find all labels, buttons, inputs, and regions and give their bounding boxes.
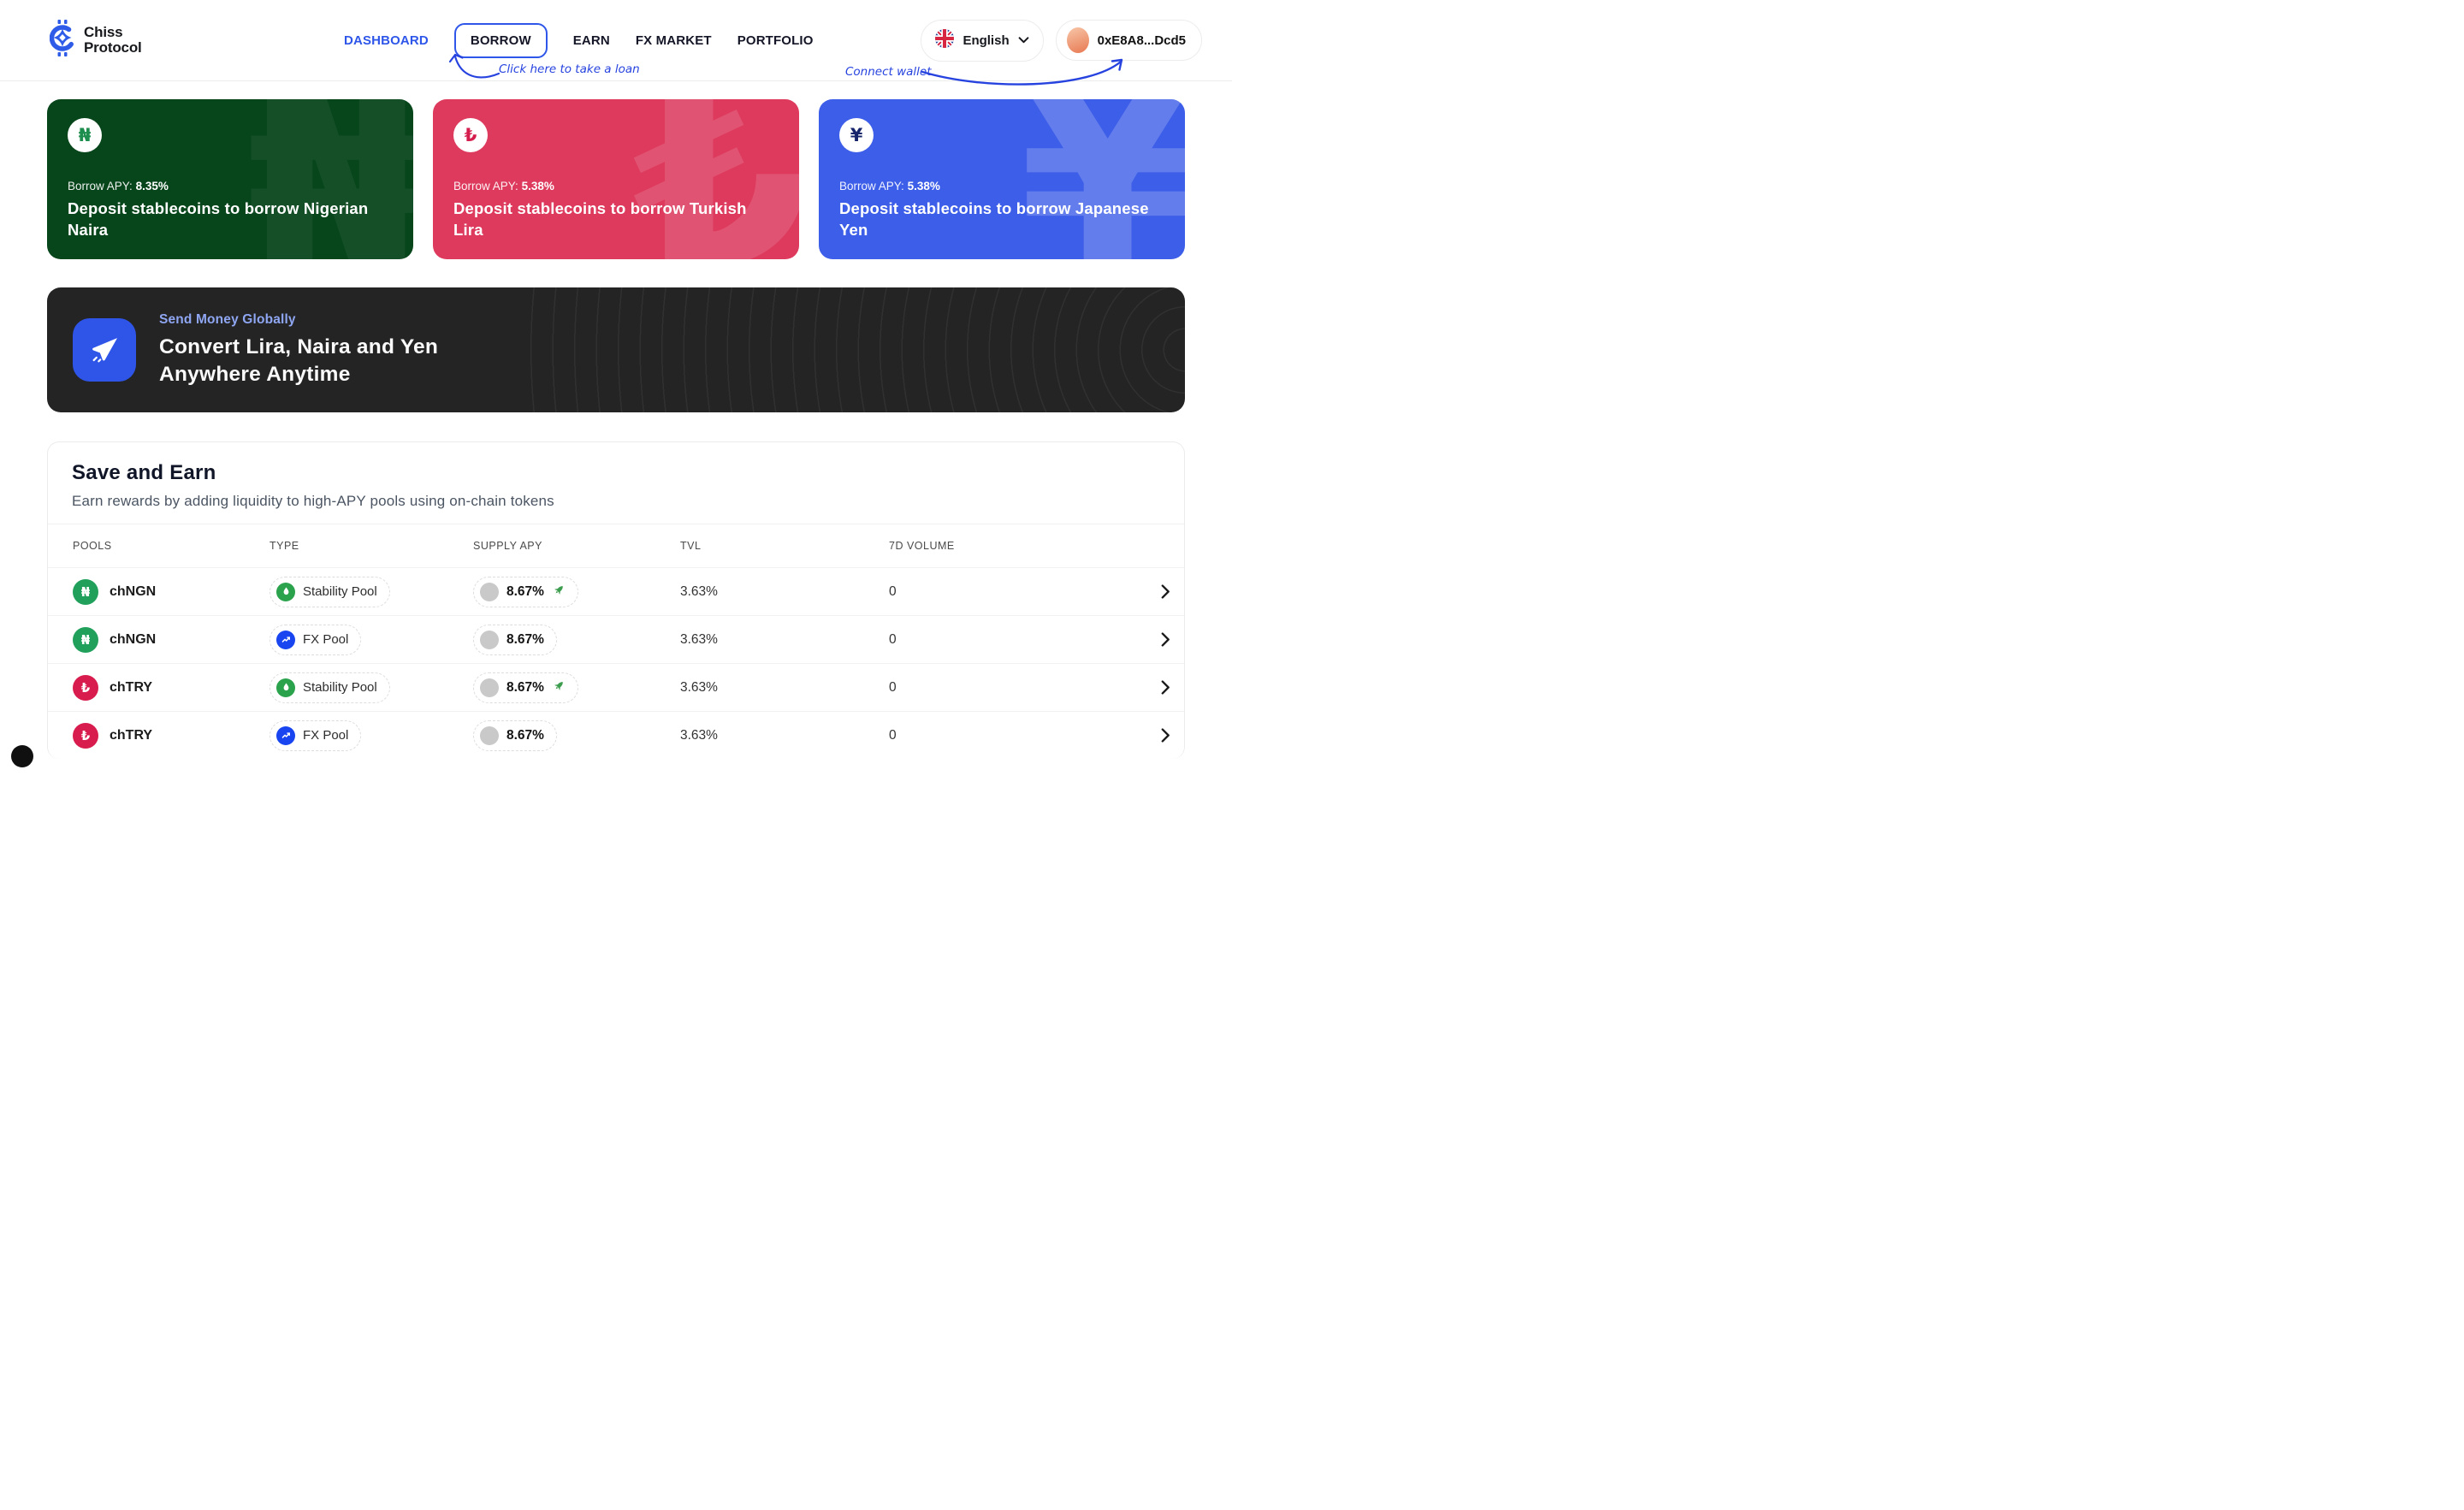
main-nav: DASHBOARD BORROW EARN FX MARKET PORTFOLI… bbox=[344, 0, 814, 81]
paper-plane-icon bbox=[73, 318, 136, 382]
borrow-promo-cards: ₦ Borrow APY: 8.35% Deposit stablecoins … bbox=[47, 99, 1185, 259]
supply-apy-badge: 8.67% bbox=[473, 576, 578, 607]
nav-dashboard[interactable]: DASHBOARD bbox=[344, 33, 429, 48]
language-label: English bbox=[962, 33, 1010, 48]
droplet-icon bbox=[276, 678, 295, 697]
supply-apy-badge: 8.67% bbox=[473, 719, 557, 751]
row-chevron-icon[interactable] bbox=[1141, 680, 1176, 695]
row-chevron-icon[interactable] bbox=[1141, 632, 1176, 647]
borrow-apy: Borrow APY: 5.38% bbox=[839, 180, 940, 192]
wallet-avatar bbox=[1066, 27, 1089, 53]
pool-type-badge: Stability Pool bbox=[270, 672, 390, 703]
pool-name: chNGN bbox=[110, 583, 157, 599]
ripple-pattern bbox=[524, 287, 1185, 412]
borrow-apy: Borrow APY: 5.38% bbox=[453, 180, 554, 192]
supply-apy-badge: 8.67% bbox=[473, 672, 578, 703]
pool-type-badge: FX Pool bbox=[270, 624, 362, 655]
volume-value: 0 bbox=[889, 679, 897, 695]
wallet-button[interactable]: 0xE8A8...Dcd5 bbox=[1055, 20, 1202, 61]
annotation-borrow-note: Click here to take a loan bbox=[499, 62, 640, 76]
brand-name: Chiss Protocol bbox=[84, 23, 142, 56]
yen-coin-icon: ¥ bbox=[839, 118, 874, 152]
col-7d-volume: 7D VOLUME bbox=[889, 540, 955, 552]
col-supply-apy: SUPPLY APY bbox=[473, 540, 542, 552]
pool-name: chTRY bbox=[110, 727, 153, 743]
borrow-card-lira[interactable]: ₺ Borrow APY: 5.38% Deposit stablecoins … bbox=[433, 99, 799, 259]
send-money-banner[interactable]: Send Money Globally Convert Lira, Naira … bbox=[47, 287, 1185, 412]
token-placeholder-icon bbox=[480, 678, 499, 697]
chat-widget[interactable] bbox=[11, 745, 33, 767]
chngn-token-icon: ₦ bbox=[73, 626, 98, 653]
nav-fx-market[interactable]: FX MARKET bbox=[635, 33, 712, 48]
tvl-value: 3.63% bbox=[680, 631, 718, 647]
token-placeholder-icon bbox=[480, 725, 499, 745]
table-row[interactable]: ₺ chTRY FX Pool 8.67% 3.63% 0 bbox=[48, 711, 1184, 759]
annotation-wallet-note: Connect wallet bbox=[845, 65, 932, 79]
naira-coin-icon: ₦ bbox=[68, 118, 102, 152]
table-row[interactable]: ₦ chNGN Stability Pool 8.67% 3.63% 0 bbox=[48, 567, 1184, 615]
nav-borrow[interactable]: BORROW bbox=[453, 23, 548, 58]
brand-logo[interactable]: Chiss Protocol bbox=[49, 20, 142, 61]
tvl-value: 3.63% bbox=[680, 583, 718, 599]
save-and-earn-section: Save and Earn Earn rewards by adding liq… bbox=[47, 441, 1185, 759]
wallet-address: 0xE8A8...Dcd5 bbox=[1097, 33, 1186, 48]
volume-value: 0 bbox=[889, 727, 897, 743]
row-chevron-icon[interactable] bbox=[1141, 728, 1176, 743]
header-actions: English 0xE8A8...Dcd5 bbox=[921, 19, 1202, 62]
borrow-card-yen[interactable]: ¥ Borrow APY: 5.38% Deposit stablecoins … bbox=[819, 99, 1185, 259]
pool-type-badge: Stability Pool bbox=[270, 576, 390, 607]
uk-flag-icon bbox=[935, 28, 955, 52]
supply-apy-badge: 8.67% bbox=[473, 624, 557, 655]
borrow-apy: Borrow APY: 8.35% bbox=[68, 180, 169, 192]
chevron-down-icon bbox=[1018, 33, 1029, 48]
droplet-icon bbox=[276, 582, 295, 601]
volume-value: 0 bbox=[889, 631, 897, 647]
row-chevron-icon[interactable] bbox=[1141, 584, 1176, 599]
rocket-boost-icon bbox=[552, 679, 566, 696]
pool-type-badge: FX Pool bbox=[270, 719, 362, 751]
tvl-value: 3.63% bbox=[680, 727, 718, 743]
tvl-value: 3.63% bbox=[680, 679, 718, 695]
language-selector[interactable]: English bbox=[921, 19, 1044, 62]
trending-up-icon bbox=[276, 725, 295, 745]
banner-eyebrow: Send Money Globally bbox=[159, 311, 296, 327]
card-title: Deposit stablecoins to borrow Turkish Li… bbox=[453, 199, 747, 239]
card-title: Deposit stablecoins to borrow Nigerian N… bbox=[68, 199, 369, 239]
pool-name: chNGN bbox=[110, 631, 157, 647]
borrow-card-naira[interactable]: ₦ Borrow APY: 8.35% Deposit stablecoins … bbox=[47, 99, 413, 259]
table-row[interactable]: ₦ chNGN FX Pool 8.67% 3.63% 0 bbox=[48, 615, 1184, 663]
token-placeholder-icon bbox=[480, 630, 499, 649]
lira-coin-icon: ₺ bbox=[453, 118, 488, 152]
section-title: Save and Earn bbox=[72, 461, 216, 484]
table-header: POOLS TYPE SUPPLY APY TVL 7D VOLUME bbox=[48, 524, 1184, 567]
chiss-logo-icon bbox=[49, 20, 76, 61]
banner-title: Convert Lira, Naira and Yen Anywhere Anyt… bbox=[159, 335, 439, 386]
banner-text: Send Money Globally Convert Lira, Naira … bbox=[159, 312, 438, 388]
col-type: TYPE bbox=[270, 540, 299, 552]
chngn-token-icon: ₦ bbox=[73, 578, 98, 605]
card-title: Deposit stablecoins to borrow Japanese Y… bbox=[839, 199, 1149, 239]
token-placeholder-icon bbox=[480, 582, 499, 601]
rocket-boost-icon bbox=[552, 583, 566, 601]
trending-up-icon bbox=[276, 630, 295, 649]
section-subtitle: Earn rewards by adding liquidity to high… bbox=[72, 493, 554, 509]
pool-name: chTRY bbox=[110, 679, 153, 695]
nav-portfolio[interactable]: PORTFOLIO bbox=[737, 33, 814, 48]
chtry-token-icon: ₺ bbox=[73, 674, 98, 701]
chtry-token-icon: ₺ bbox=[73, 722, 98, 749]
volume-value: 0 bbox=[889, 583, 897, 599]
table-row[interactable]: ₺ chTRY Stability Pool 8.67% 3.63% 0 bbox=[48, 663, 1184, 711]
nav-earn[interactable]: EARN bbox=[572, 33, 610, 48]
top-navigation-bar: Chiss Protocol DASHBOARD BORROW EARN FX M… bbox=[0, 0, 1232, 86]
col-pools: POOLS bbox=[73, 540, 112, 552]
col-tvl: TVL bbox=[680, 540, 702, 552]
